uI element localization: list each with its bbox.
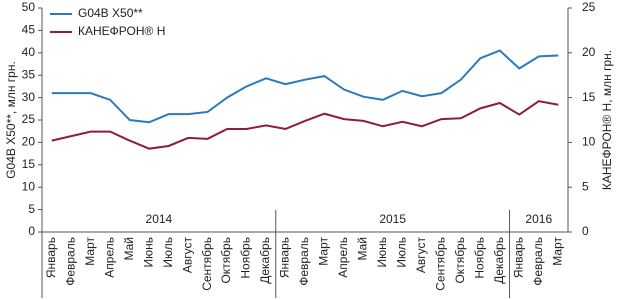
x-tick-label: Март [83, 237, 97, 266]
legend-label: G04B X50** [78, 6, 143, 20]
x-group-label: 2014 [146, 212, 173, 226]
x-tick-label: Июль [395, 237, 409, 268]
x-tick-label: Октябрь [453, 237, 467, 284]
x-tick-label: Июнь [375, 237, 389, 268]
x-tick-label: Сентябрь [200, 237, 214, 291]
x-tick-label: Август [414, 237, 428, 274]
x-tick-label: Июнь [141, 237, 155, 268]
y2-axis-label: КАНЕФРОН® Н, млн грн. [600, 50, 614, 190]
legend-label: КАНЕФРОН® Н [78, 24, 165, 38]
x-group-label: 2015 [379, 212, 406, 226]
x-tick-label: Февраль [531, 237, 545, 286]
y-tick-label: 35 [22, 67, 36, 81]
x-tick-label: Апрель [102, 237, 116, 278]
y-tick-label: 10 [22, 179, 36, 193]
y-tick-label: 0 [28, 224, 35, 238]
x-tick-label: Апрель [336, 237, 350, 278]
x-tick-label: Май [122, 237, 136, 261]
x-tick-label: Май [356, 237, 370, 261]
x-tick-label: Август [180, 237, 194, 274]
y2-tick-label: 15 [582, 90, 596, 104]
x-tick-label: Ноябрь [473, 237, 487, 279]
x-tick-label: Январь [278, 237, 292, 278]
y2-tick-label: 20 [582, 45, 596, 59]
y2-tick-label: 5 [582, 179, 589, 193]
y2-tick-label: 10 [582, 135, 596, 149]
x-tick-label: Февраль [63, 237, 77, 286]
y-tick-label: 50 [22, 0, 36, 14]
y-tick-label: 20 [22, 135, 36, 149]
x-tick-label: Сентябрь [434, 237, 448, 291]
x-tick-label: Ноябрь [239, 237, 253, 279]
line-series [51, 100, 559, 150]
x-tick-label: Январь [511, 237, 525, 278]
x-tick-label: Декабрь [258, 237, 272, 284]
y-tick-label: 45 [22, 23, 36, 37]
y-tick-label: 40 [22, 45, 36, 59]
y-tick-label: 25 [22, 112, 36, 126]
x-tick-label: Декабрь [492, 237, 506, 284]
y-tick-label: 15 [22, 157, 36, 171]
x-tick-label: Октябрь [219, 237, 233, 284]
y-tick-label: 5 [28, 202, 35, 216]
x-tick-label: Март [550, 237, 564, 266]
x-tick-label: Январь [44, 237, 58, 278]
x-tick-label: Март [317, 237, 331, 266]
y2-tick-label: 0 [582, 224, 589, 238]
y2-tick-label: 25 [582, 0, 596, 14]
line-series [51, 49, 559, 124]
y-tick-label: 30 [22, 90, 36, 104]
x-tick-label: Июль [161, 237, 175, 268]
x-group-label: 2016 [525, 212, 552, 226]
x-tick-label: Февраль [297, 237, 311, 286]
y-axis-label: G04B X50**, млн грн. [4, 61, 18, 179]
